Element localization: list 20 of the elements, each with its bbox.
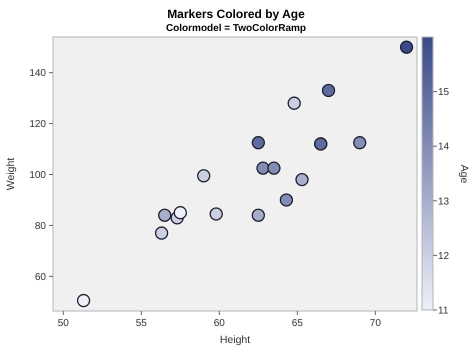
x-tick-label: 60 — [214, 318, 226, 329]
chart-subtitle: Colormodel = TwoColorRamp — [166, 23, 306, 34]
color-bar-label: 11 — [438, 306, 449, 316]
x-tick-label: 65 — [292, 318, 304, 329]
color-bar-label: 14 — [438, 142, 450, 153]
chart-title: Markers Colored by Age — [167, 7, 306, 21]
color-bar-label: 12 — [438, 250, 450, 262]
y-tick-label: 80 — [34, 220, 46, 232]
color-bar-label: 15 — [438, 87, 450, 98]
x-tick-label: 55 — [136, 318, 148, 329]
color-bar-title: Age — [458, 164, 470, 184]
y-tick-label: 100 — [29, 170, 46, 182]
y-axis-title: Weight — [5, 158, 17, 190]
x-tick-label: 70 — [370, 318, 382, 329]
x-tick-label: 50 — [58, 318, 70, 329]
y-tick-label: 60 — [34, 272, 46, 283]
x-axis-title: Height — [220, 334, 250, 346]
y-tick-label: 120 — [29, 119, 46, 130]
y-tick-label: 140 — [29, 68, 46, 80]
color-bar-label: 13 — [438, 196, 450, 208]
